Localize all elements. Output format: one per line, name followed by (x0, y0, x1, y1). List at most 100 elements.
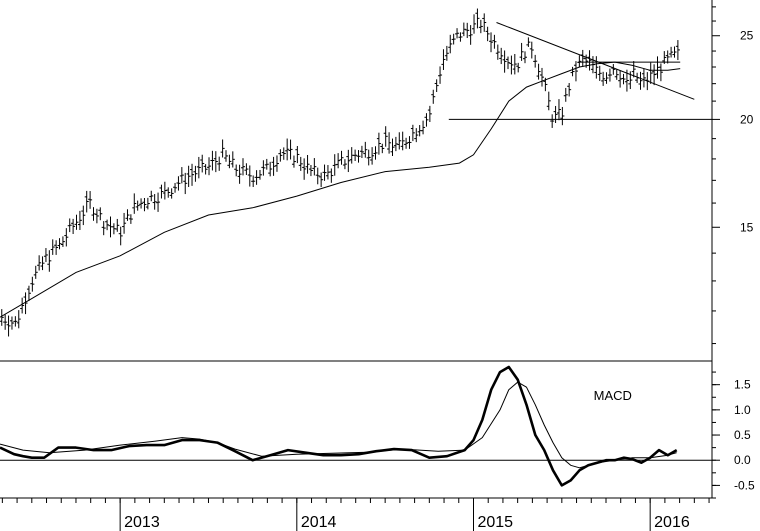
price-bar (652, 64, 657, 86)
price-bar (516, 62, 521, 73)
price-bar (169, 188, 174, 199)
price-bar (173, 182, 178, 193)
price-bar (356, 150, 361, 163)
price-bar (594, 56, 599, 79)
price-bar (675, 40, 680, 61)
price-bar (132, 193, 137, 214)
price-bar (472, 14, 477, 34)
price-bar (115, 218, 120, 232)
price-bar (570, 66, 575, 77)
price-bar (159, 184, 164, 199)
price-bar (145, 197, 150, 210)
price-bar (308, 164, 313, 177)
price-tick-label: 15 (740, 220, 754, 234)
price-bar (139, 198, 144, 209)
price-bars (0, 8, 680, 337)
price-bar (536, 63, 541, 80)
price-bar (414, 128, 419, 143)
price-bar (162, 181, 167, 200)
price-bar (278, 149, 283, 162)
price-bar (618, 70, 623, 88)
price-bar (74, 214, 79, 230)
price-bar (506, 56, 511, 70)
price-panel: 15 20 25 (0, 6, 754, 345)
price-bar (526, 37, 531, 47)
price-bar (60, 236, 65, 247)
price-bar (400, 131, 405, 151)
price-bar (638, 71, 643, 90)
price-bar (397, 132, 402, 150)
price-bar (166, 187, 171, 198)
price-bar (567, 82, 572, 97)
price-bar (455, 28, 460, 39)
price-bar (424, 113, 429, 127)
moving-average-line (0, 61, 681, 318)
price-bar (179, 167, 184, 184)
price-bar (631, 61, 636, 78)
price-bar (373, 146, 378, 160)
price-bar (665, 50, 670, 64)
price-bar (264, 158, 269, 170)
price-bar (6, 315, 11, 337)
price-bar (332, 154, 337, 176)
price-bar (183, 172, 188, 195)
price-bar (234, 164, 239, 177)
price-bar (522, 51, 527, 64)
price-bar (553, 105, 558, 123)
price-bar (387, 132, 392, 154)
macd-y-axis: -0.5 0.0 0.5 1.0 1.5 (712, 371, 755, 499)
price-bar (261, 160, 266, 176)
price-bar (485, 26, 490, 42)
price-bar (407, 136, 412, 149)
price-bar (13, 316, 18, 327)
price-bar (342, 159, 347, 170)
price-bar (50, 239, 55, 255)
price-bar (421, 120, 426, 135)
price-bar (71, 218, 76, 235)
price-bar (30, 276, 35, 292)
price-bar (587, 50, 592, 71)
price-bar (322, 164, 327, 181)
price-bar (230, 151, 235, 168)
price-bar (438, 66, 443, 84)
price-bar (458, 32, 463, 42)
price-bar (353, 149, 358, 162)
price-bar (366, 149, 371, 166)
price-bar (101, 221, 106, 236)
price-bar (156, 192, 161, 212)
price-bar (573, 61, 578, 82)
price-bar (478, 19, 483, 34)
price-bar (427, 105, 432, 123)
price-bar (224, 150, 229, 162)
macd-tick-label: 1.0 (734, 403, 751, 417)
macd-tick-label: 0.5 (734, 428, 751, 442)
price-bar (577, 55, 582, 68)
price-bar (207, 157, 212, 176)
price-bar (461, 22, 466, 37)
price-bar (298, 156, 303, 171)
x-tick-label: 2013 (124, 514, 160, 531)
price-bar (149, 190, 154, 202)
macd-tick-label: 0.0 (734, 453, 751, 467)
macd-panel: -0.5 0.0 0.5 1.0 1.5 MACD (0, 365, 755, 499)
price-bar (0, 309, 4, 326)
price-bar (641, 68, 646, 88)
resistance-line (496, 22, 695, 100)
price-bar (271, 156, 276, 176)
price-bar (546, 91, 551, 111)
price-bar (380, 143, 385, 154)
price-bar (339, 150, 344, 165)
x-axis: 2013 2014 2015 2016 (0, 497, 712, 531)
price-bar (672, 46, 677, 58)
price-bar (376, 132, 381, 155)
macd-tick-label: -0.5 (734, 478, 755, 492)
price-bar (563, 87, 568, 102)
price-bar (105, 219, 110, 231)
price-bar (363, 141, 368, 158)
price-bar (305, 155, 310, 174)
price-bar (81, 205, 86, 226)
price-tick-label: 25 (740, 29, 754, 43)
price-bar (465, 22, 470, 39)
price-bar (383, 126, 388, 147)
price-bar (319, 172, 324, 188)
